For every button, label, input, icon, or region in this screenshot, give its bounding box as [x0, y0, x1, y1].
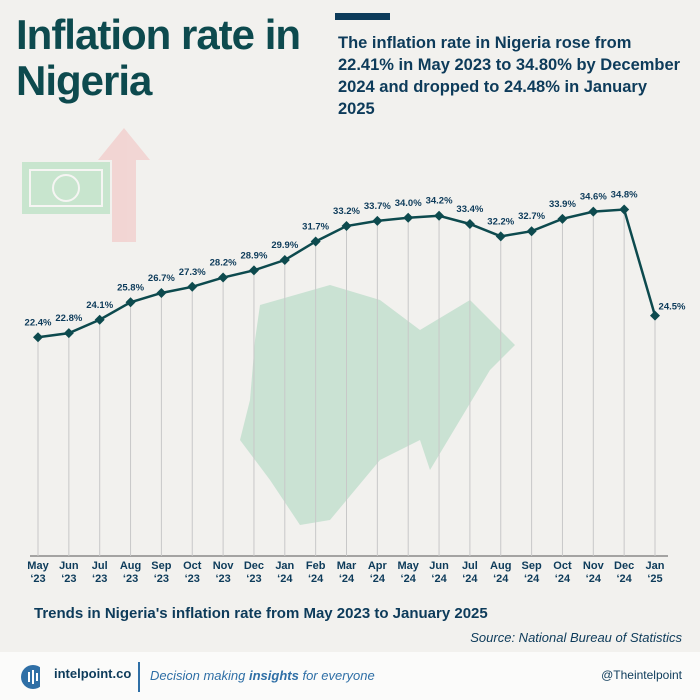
- marker: [125, 297, 136, 308]
- marker: [279, 255, 290, 266]
- handle: @Theintelpoint: [601, 668, 682, 682]
- value-label: 34.8%: [611, 190, 638, 201]
- marker: [650, 310, 660, 321]
- value-label: 28.9%: [240, 250, 267, 261]
- source: Source: National Bureau of Statistics: [470, 630, 682, 645]
- marker: [156, 287, 167, 298]
- marker: [434, 210, 445, 221]
- marker: [248, 265, 259, 276]
- tagline-part: Decision making: [150, 668, 249, 683]
- accent-bar: [335, 13, 390, 20]
- marker: [310, 236, 321, 247]
- x-tick-label: Jul ‘24: [461, 560, 478, 585]
- marker: [372, 215, 383, 226]
- x-tick-label: May ‘23: [27, 560, 49, 585]
- marker: [495, 231, 506, 242]
- value-label: 34.0%: [395, 198, 422, 209]
- marker: [63, 328, 74, 339]
- money-icon: [22, 128, 150, 242]
- footer: intelpoint.co Decision making insights f…: [0, 652, 700, 700]
- x-tick-label: Nov ‘23: [212, 560, 234, 585]
- value-label: 33.9%: [549, 199, 576, 210]
- subtitle: The inflation rate in Nigeria rose from …: [338, 34, 681, 118]
- brand: intelpoint.co: [54, 666, 132, 681]
- x-tick-label: Dec ‘24: [614, 560, 635, 585]
- marker: [557, 213, 568, 224]
- x-tick-label: May ‘24: [397, 560, 419, 585]
- marker: [341, 221, 352, 232]
- x-tick-label: Jan ‘25: [645, 560, 665, 585]
- x-tick-label: Apr ‘24: [367, 560, 387, 585]
- x-tick-label: Dec ‘23: [243, 560, 265, 585]
- x-tick-label: Oct ‘24: [553, 560, 572, 585]
- title: Inflation rate in Nigeria: [16, 11, 301, 104]
- x-tick-label: Aug ‘24: [490, 560, 512, 585]
- value-label: 25.8%: [117, 282, 144, 293]
- marker: [526, 226, 537, 237]
- x-tick-label: Mar ‘24: [336, 560, 357, 585]
- value-label: 27.3%: [179, 267, 206, 278]
- x-tick-label: Jun ‘23: [59, 560, 79, 585]
- value-label: 24.1%: [86, 300, 113, 311]
- value-label: 34.6%: [580, 192, 607, 203]
- value-label: 22.4%: [25, 317, 52, 328]
- value-label: 26.7%: [148, 273, 175, 284]
- value-label: 33.7%: [364, 201, 391, 212]
- value-label: 33.4%: [456, 204, 483, 215]
- x-tick-label: Nov ‘24: [582, 560, 604, 585]
- marker: [33, 332, 43, 343]
- x-tick-label: Jun ‘24: [429, 560, 449, 585]
- caption: Trends in Nigeria's inflation rate from …: [34, 605, 488, 622]
- value-label: 22.8%: [55, 313, 82, 324]
- marker: [464, 218, 475, 229]
- value-label: 28.2%: [210, 258, 237, 269]
- value-label: 32.7%: [518, 211, 545, 222]
- value-label: 32.2%: [487, 216, 514, 227]
- value-label: 34.2%: [426, 196, 453, 207]
- marker: [403, 212, 414, 223]
- marker: [588, 206, 599, 217]
- value-label: 31.7%: [302, 221, 329, 232]
- marker: [218, 272, 229, 283]
- logo: [21, 665, 40, 689]
- tagline: Decision making insights for everyone: [150, 668, 375, 683]
- x-tick-label: Jan ‘24: [275, 560, 295, 585]
- value-label: 24.5%: [659, 302, 686, 313]
- x-tick-label: Sep ‘23: [151, 560, 172, 585]
- x-tick-label: Oct ‘23: [183, 560, 202, 585]
- x-tick-label: Feb ‘24: [305, 560, 326, 585]
- value-label: 33.2%: [333, 206, 360, 217]
- marker: [187, 281, 198, 292]
- tagline-part: insights: [249, 668, 299, 683]
- value-label: 29.9%: [271, 240, 298, 251]
- x-tick-label: Jul ‘23: [91, 560, 108, 585]
- x-tick-label: Sep ‘24: [521, 560, 542, 585]
- marker: [94, 314, 105, 325]
- tagline-part: for everyone: [298, 668, 375, 683]
- x-tick-label: Aug ‘23: [119, 560, 142, 585]
- divider: [138, 662, 140, 692]
- marker: [619, 204, 630, 215]
